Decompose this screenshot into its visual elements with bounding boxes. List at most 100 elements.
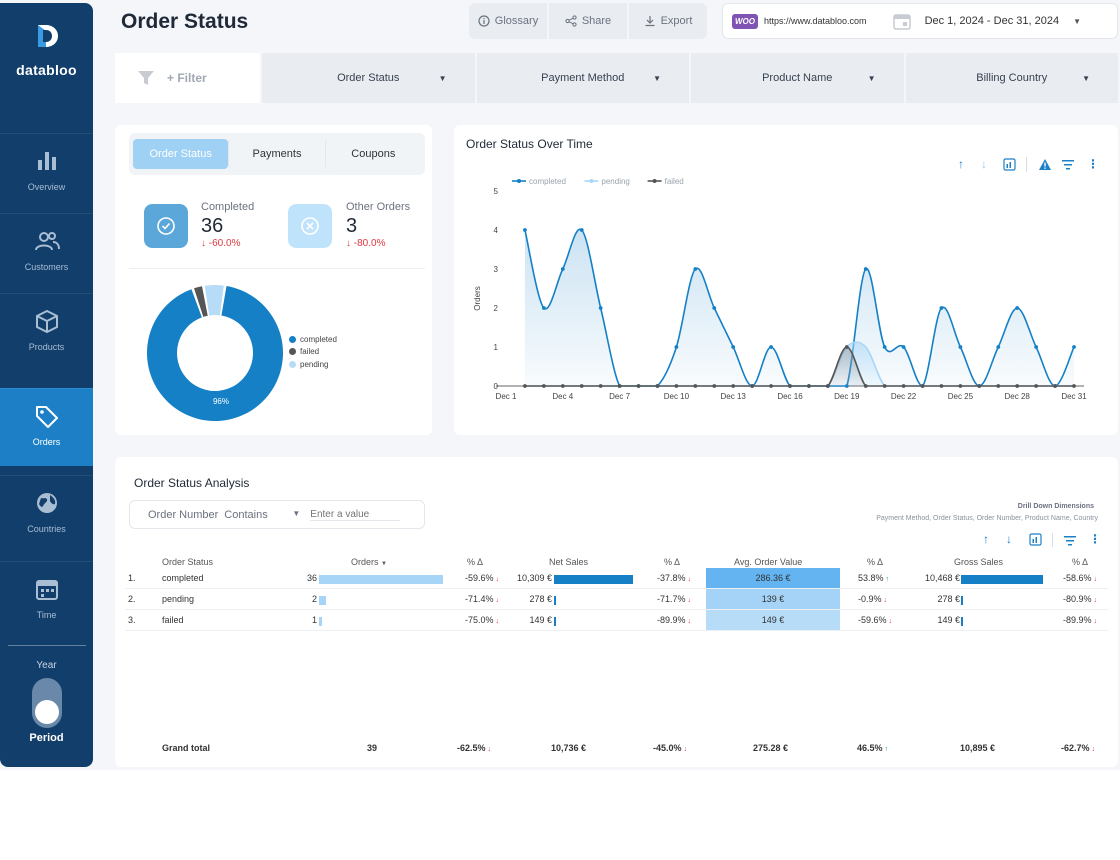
data-point-failed[interactable]	[996, 384, 1001, 388]
sort-descending-icon[interactable]: ↓	[981, 157, 987, 171]
order-status-donut-chart[interactable]: 96%	[145, 283, 285, 423]
data-point-completed[interactable]	[560, 267, 565, 271]
data-point-failed[interactable]	[844, 345, 849, 349]
data-point-completed[interactable]	[674, 345, 679, 349]
donut-slice-failed[interactable]	[194, 286, 208, 317]
more-options-icon[interactable]: ⋮	[1087, 157, 1099, 171]
date-range[interactable]: Dec 1, 2024 - Dec 31, 2024	[924, 15, 1060, 27]
data-point-failed[interactable]	[731, 384, 736, 388]
data-point-completed[interactable]	[1072, 345, 1076, 349]
glossary-button[interactable]: Glossary	[469, 3, 549, 39]
filter-payment-method[interactable]: Payment Method ▼	[474, 53, 689, 103]
data-point-failed[interactable]	[693, 384, 698, 388]
col-header-avg-order-value[interactable]: Avg. Order Value	[734, 557, 803, 567]
data-point-failed[interactable]	[617, 384, 622, 388]
data-point-failed[interactable]	[750, 384, 755, 388]
col-header-net-sales[interactable]: Net Sales	[549, 557, 589, 567]
sort-descending-icon[interactable]: ↓	[1006, 532, 1012, 546]
data-point-failed[interactable]	[920, 384, 925, 388]
chevron-down-icon[interactable]: ▼	[1073, 16, 1082, 26]
data-point-failed[interactable]	[863, 384, 868, 388]
data-point-completed[interactable]	[579, 228, 584, 232]
data-point-failed[interactable]	[598, 384, 603, 388]
data-point-failed[interactable]	[523, 384, 527, 388]
sidebar-item-orders[interactable]: Orders	[0, 388, 93, 466]
order-status-line-chart[interactable]: 0 1 2 3 4 5 Dec 1 Dec 4 Dec 7 Dec 10 Dec 13 Dec 16 D…	[454, 170, 1118, 435]
tab-payments[interactable]: Payments	[228, 139, 324, 169]
data-point-completed[interactable]	[939, 306, 944, 310]
filter-billing-country[interactable]: Billing Country ▼	[903, 53, 1118, 103]
logo[interactable]: databloo	[0, 21, 93, 78]
legend-label-pending[interactable]: pending	[601, 177, 629, 186]
data-point-failed[interactable]	[939, 384, 944, 388]
export-button[interactable]: Export	[629, 3, 707, 39]
data-point-completed[interactable]	[769, 345, 773, 349]
data-point-completed[interactable]	[1015, 306, 1020, 310]
data-point-failed[interactable]	[636, 384, 641, 388]
data-point-failed[interactable]	[901, 384, 906, 388]
sort-ascending-icon[interactable]: ↑	[958, 157, 964, 171]
data-point-completed[interactable]	[901, 345, 906, 349]
col-header-gross-sales-delta[interactable]: % Δ	[1072, 557, 1089, 567]
add-filter-button[interactable]: + Filter	[115, 53, 260, 103]
data-point-completed[interactable]	[1034, 345, 1039, 349]
row-order-status[interactable]: pending	[162, 594, 195, 604]
chart-settings-icon[interactable]	[1003, 158, 1016, 171]
filter-product-name[interactable]: Product Name ▼	[689, 53, 904, 103]
legend-completed[interactable]: completed	[289, 335, 337, 344]
data-point-failed[interactable]	[579, 384, 584, 388]
data-point-failed[interactable]	[958, 384, 963, 388]
donut-slice-completed[interactable]	[147, 285, 283, 421]
filter-icon[interactable]	[1064, 535, 1076, 546]
data-point-completed[interactable]	[996, 345, 1001, 349]
data-point-completed[interactable]	[712, 306, 717, 310]
tab-order-status[interactable]: Order Status	[133, 139, 229, 169]
col-header-orders-delta[interactable]: % Δ	[467, 557, 484, 567]
legend-label-completed[interactable]: completed	[529, 177, 566, 186]
legend-label-failed[interactable]: failed	[665, 177, 684, 186]
data-point-completed[interactable]	[731, 345, 736, 349]
data-point-failed[interactable]	[825, 384, 830, 388]
col-header-net-sales-delta[interactable]: % Δ	[664, 557, 681, 567]
data-point-failed[interactable]	[1053, 384, 1057, 388]
data-point-completed[interactable]	[863, 267, 868, 271]
table-settings-icon[interactable]	[1029, 533, 1042, 546]
legend-failed[interactable]: failed	[289, 347, 319, 356]
sidebar-item-products[interactable]: Products	[0, 293, 93, 371]
sort-ascending-icon[interactable]: ↑	[983, 532, 989, 546]
filter-icon[interactable]	[1062, 159, 1074, 170]
col-header-order-status[interactable]: Order Status	[162, 557, 214, 567]
more-options-icon[interactable]: ⋮	[1089, 532, 1101, 546]
data-point-completed[interactable]	[523, 228, 527, 232]
warning-icon[interactable]	[1038, 158, 1052, 171]
legend-pending[interactable]: pending	[289, 360, 328, 369]
share-button[interactable]: Share	[549, 3, 629, 39]
data-point-failed[interactable]	[977, 384, 982, 388]
donut-slice-pending[interactable]	[204, 285, 224, 316]
sidebar-item-time[interactable]: Time	[0, 561, 93, 639]
order-number-input[interactable]	[310, 508, 401, 521]
row-order-status[interactable]: failed	[162, 615, 184, 625]
col-header-gross-sales[interactable]: Gross Sales	[954, 557, 1004, 567]
data-point-failed[interactable]	[1015, 384, 1020, 388]
data-source-selector[interactable]: WOO https://www.databloo.com Dec 1, 2024…	[722, 3, 1118, 39]
data-point-failed[interactable]	[788, 384, 792, 388]
filter-order-status[interactable]: Order Status ▼	[260, 53, 475, 103]
year-period-toggle[interactable]	[32, 678, 62, 728]
data-point-failed[interactable]	[1034, 384, 1039, 388]
sidebar-item-countries[interactable]: Countries	[0, 475, 93, 553]
data-point-failed[interactable]	[882, 384, 887, 388]
data-point-completed[interactable]	[541, 306, 546, 310]
data-point-failed[interactable]	[560, 384, 565, 388]
data-point-completed[interactable]	[882, 345, 887, 349]
data-point-failed[interactable]	[541, 384, 546, 388]
data-point-failed[interactable]	[769, 384, 773, 388]
data-point-completed[interactable]	[598, 306, 603, 310]
data-point-failed[interactable]	[712, 384, 717, 388]
data-point-failed[interactable]	[807, 384, 811, 388]
data-point-failed[interactable]	[1072, 384, 1076, 388]
data-point-failed[interactable]	[674, 384, 679, 388]
col-header-avg-order-value-delta[interactable]: % Δ	[867, 557, 884, 567]
operator-select[interactable]: Contains ▼	[224, 509, 300, 521]
tab-coupons[interactable]: Coupons	[324, 139, 421, 169]
